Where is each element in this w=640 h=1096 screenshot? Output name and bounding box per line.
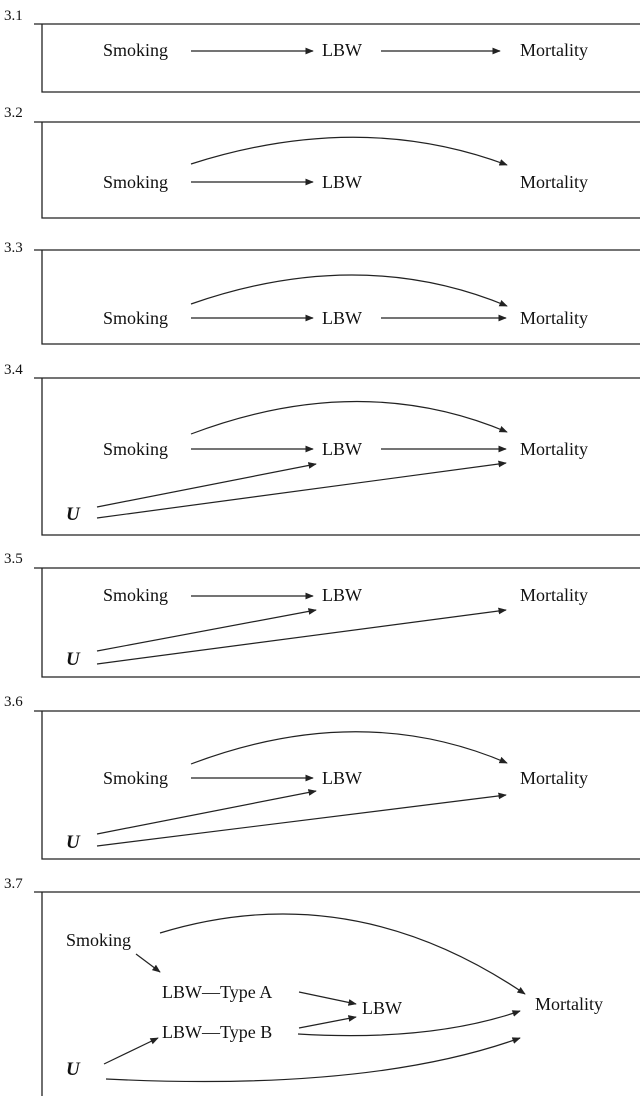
node-smoking: Smoking — [103, 40, 168, 60]
edge-u-mortality — [96, 460, 507, 519]
panel-3-2: 3.2 Smoking LBW Mortality — [4, 105, 640, 219]
node-lbw: LBW — [322, 439, 362, 459]
panel-3-6: 3.6 Smoking LBW Mortality U — [4, 694, 640, 860]
edge-u-lbw-type-b — [103, 1037, 159, 1065]
node-mortality: Mortality — [535, 994, 603, 1014]
panel-number: 3.5 — [4, 551, 23, 567]
node-lbw: LBW — [322, 172, 362, 192]
node-mortality: Mortality — [520, 439, 588, 459]
node-lbw-type-a: LBW—Type A — [162, 982, 272, 1002]
panel-number: 3.1 — [4, 8, 23, 24]
node-lbw: LBW — [322, 40, 362, 60]
panel-number: 3.4 — [4, 362, 23, 378]
edge-smoking-mortality — [190, 731, 508, 765]
panel-3-5: 3.5 Smoking LBW Mortality U — [4, 551, 640, 678]
node-mortality: Mortality — [520, 308, 588, 328]
edge-u-lbw — [96, 789, 317, 835]
edge-smoking-mortality — [190, 136, 508, 166]
node-lbw: LBW — [322, 308, 362, 328]
edge-type-a-lbw — [298, 991, 357, 1006]
node-u: U — [66, 649, 81, 670]
panel-3-4: 3.4 Smoking LBW Mortality U — [4, 362, 640, 536]
edge-smoking-mortality — [159, 913, 526, 995]
node-mortality: Mortality — [520, 172, 588, 192]
panel-3-3: 3.3 Smoking LBW Mortality — [4, 240, 640, 345]
node-u: U — [66, 1059, 81, 1080]
edge-smoking-mortality — [190, 400, 508, 435]
node-smoking: Smoking — [103, 172, 168, 192]
edge-u-mortality — [96, 607, 507, 665]
node-lbw: LBW — [362, 998, 402, 1018]
edge-type-b-lbw — [298, 1015, 357, 1029]
node-mortality: Mortality — [520, 768, 588, 788]
panel-3-1: 3.1 Smoking LBW Mortality — [4, 8, 640, 93]
node-lbw: LBW — [322, 768, 362, 788]
panel-3-7: 3.7 Smoking LBW—Type A LBW—Type B LBW Mo… — [4, 876, 640, 1096]
node-smoking: Smoking — [66, 930, 131, 950]
node-lbw-type-b: LBW—Type B — [162, 1022, 272, 1042]
node-smoking: Smoking — [103, 768, 168, 788]
edge-smoking-lbw-type-a — [135, 953, 161, 973]
edge-u-lbw — [96, 462, 317, 508]
node-lbw: LBW — [322, 585, 362, 605]
panel-number: 3.7 — [4, 876, 23, 892]
edge-smoking-mortality — [190, 274, 508, 307]
node-smoking: Smoking — [103, 585, 168, 605]
node-u: U — [66, 832, 81, 853]
node-mortality: Mortality — [520, 40, 588, 60]
node-mortality: Mortality — [520, 585, 588, 605]
edge-u-mortality — [96, 792, 507, 847]
node-smoking: Smoking — [103, 308, 168, 328]
edge-u-lbw — [96, 608, 317, 652]
panel-number: 3.6 — [4, 694, 23, 710]
edge-type-b-mortality — [297, 1010, 521, 1037]
panel-number: 3.2 — [4, 105, 23, 121]
node-smoking: Smoking — [103, 439, 168, 459]
node-u: U — [66, 504, 81, 525]
panel-number: 3.3 — [4, 240, 23, 256]
edge-u-mortality — [105, 1037, 521, 1083]
